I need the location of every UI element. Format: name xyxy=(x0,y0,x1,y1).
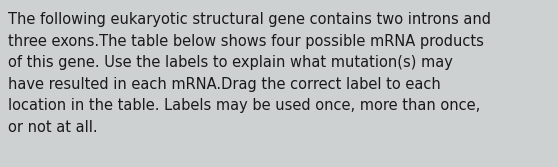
Text: The following eukaryotic structural gene contains two introns and
three exons.Th: The following eukaryotic structural gene… xyxy=(8,12,491,135)
